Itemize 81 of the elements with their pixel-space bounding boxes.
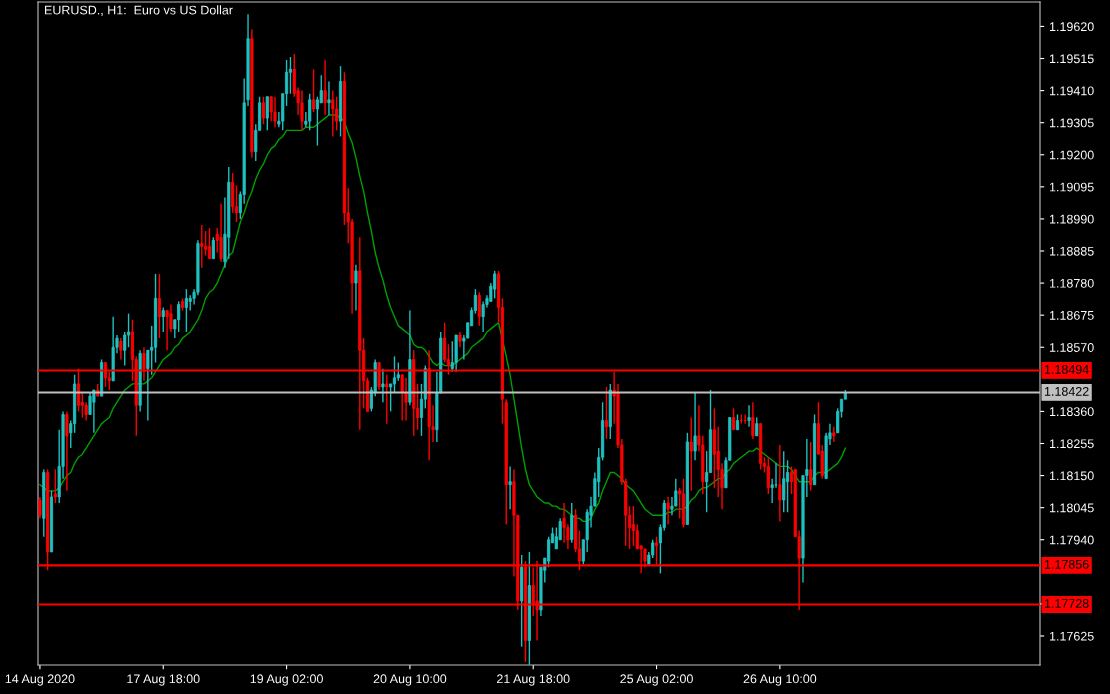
candlestick: [631, 505, 635, 547]
candlestick: [443, 322, 447, 364]
candlestick: [177, 300, 181, 333]
y-tick-label: 1.19515: [1049, 54, 1094, 64]
ref-line-label: 1.17728: [1044, 599, 1089, 608]
candlestick: [477, 291, 481, 327]
candlestick: [323, 59, 327, 116]
x-tick-label: 25 Aug 02:00: [620, 674, 693, 686]
y-tick-label: 1.17625: [1049, 631, 1094, 641]
candlestick: [547, 535, 551, 568]
candlestick: [693, 392, 697, 461]
candlestick: [751, 401, 755, 440]
candlestick: [308, 92, 312, 132]
candlestick: [38, 496, 42, 520]
candlestick: [392, 355, 397, 394]
x-tick-label: 20 Aug 10:00: [373, 674, 447, 686]
candlestick: [261, 96, 266, 125]
y-tick-label: 1.18045: [1049, 503, 1094, 513]
y-tick-label: 1.19620: [1049, 22, 1094, 32]
candlestick: [778, 444, 782, 523]
candlestick: [184, 288, 188, 333]
candlestick: [331, 89, 335, 138]
candlestick: [604, 386, 609, 440]
candlestick: [508, 465, 512, 510]
y-tick-label: 1.19200: [1049, 150, 1094, 160]
candlestick: [300, 89, 304, 132]
y-tick-label: 1.18150: [1049, 471, 1094, 481]
candlestick: [747, 404, 751, 428]
candlestick: [354, 264, 358, 312]
candlestick: [732, 407, 736, 431]
candlestick: [119, 337, 123, 361]
candlestick: [666, 496, 670, 526]
candlestick: [400, 374, 404, 422]
candlestick: [211, 236, 215, 260]
candlestick: [493, 270, 497, 300]
candlestick: [65, 410, 69, 492]
candlestick: [311, 68, 316, 113]
y-tick-label: 1.17940: [1049, 535, 1094, 545]
y-tick-label: 1.19410: [1049, 86, 1094, 96]
x-tick-label: 21 Aug 18:00: [497, 674, 570, 686]
candlestick: [200, 224, 204, 269]
y-tick-label: 1.18255: [1049, 439, 1094, 449]
ref-line-label: 1.17856: [1044, 559, 1089, 569]
candlestick: [689, 416, 693, 492]
y-tick-label: 1.18780: [1049, 278, 1094, 288]
candlestick: [92, 389, 96, 434]
candlestick: [204, 230, 208, 257]
candlestick: [327, 80, 331, 116]
candlestick: [782, 450, 786, 513]
y-tick-label: 1.18360: [1049, 407, 1094, 417]
y-tick-label: 1.18570: [1049, 343, 1094, 352]
ref-line-label: 1.18422: [1044, 386, 1089, 396]
candlestick: [385, 374, 389, 425]
candlestick: [288, 56, 292, 95]
y-tick-label: 1.18885: [1049, 246, 1094, 256]
candlestick: [809, 441, 813, 492]
candlestick: [786, 459, 790, 513]
candlestick: [265, 96, 269, 132]
candlestick: [273, 96, 277, 128]
x-tick-label: 19 Aug 02:00: [250, 674, 323, 686]
ref-line-label: 1.18494: [1044, 364, 1089, 374]
x-tick-label: 26 Aug 10:00: [743, 674, 817, 686]
x-tick-label: 17 Aug 18:00: [127, 674, 200, 686]
candlestick: [219, 202, 223, 263]
candlestick: [755, 416, 759, 437]
candlestick: [832, 425, 836, 443]
chart-title: EURUSD., H1: Euro vs US Dollar: [45, 5, 233, 16]
candlestick: [207, 227, 212, 260]
y-tick-label: 1.19305: [1049, 118, 1094, 128]
candlestick: [404, 377, 408, 422]
candlestick: [766, 456, 770, 495]
candlestick: [161, 306, 165, 333]
candlestick: [126, 312, 131, 348]
candlestick: [53, 468, 57, 504]
x-tick-label: 14 Aug 2020: [5, 674, 75, 686]
y-tick-label: 1.18990: [1049, 214, 1094, 224]
candlestick: [234, 184, 239, 223]
candlestick: [157, 273, 161, 339]
y-tick-label: 1.18675: [1049, 310, 1094, 320]
y-tick-label: 1.19095: [1049, 182, 1094, 192]
candlestick: [396, 361, 400, 382]
